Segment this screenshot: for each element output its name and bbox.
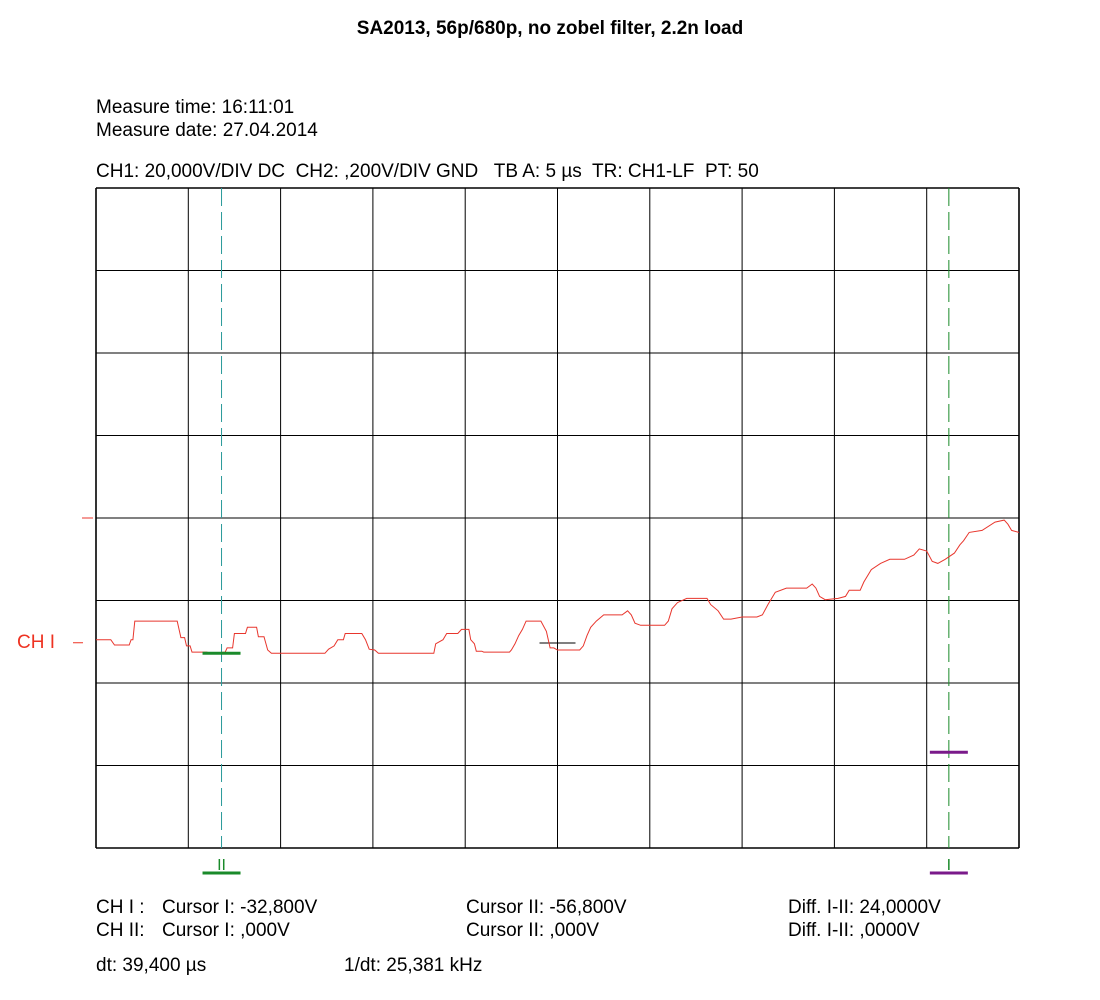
cursor2-mark: I <box>947 857 951 874</box>
scope-settings: CH1: 20,000V/DIV DC CH2: ,200V/DIV GND T… <box>96 161 759 182</box>
measure-date: Measure date: 27.04.2014 <box>96 120 318 141</box>
cursor-lines <box>221 188 950 848</box>
cursor-markers: II I <box>202 651 968 875</box>
readout-ch1-cursor1: Cursor I: -32,800V <box>162 897 318 918</box>
readout-ch2-prefix: CH II: <box>96 920 145 941</box>
measure-time: Measure time: 16:11:01 <box>96 97 295 118</box>
readout-dt: dt: 39,400 µs <box>96 955 207 976</box>
readout-ch2-diff: Diff. I-II: ,0000V <box>788 920 920 941</box>
readout-ch1-prefix: CH I : <box>96 897 145 918</box>
ch1-trace <box>96 519 1020 654</box>
graticule <box>73 187 1020 849</box>
readout-ch1-cursor2: Cursor II: -56,800V <box>466 897 627 918</box>
chart-title: SA2013, 56p/680p, no zobel filter, 2.2n … <box>356 18 744 39</box>
channel-label-ch1: CH I <box>17 631 55 653</box>
readout-ch2-cursor2: Cursor II: ,000V <box>466 920 600 941</box>
trace-layer <box>96 519 1020 654</box>
readout-inv-dt: 1/dt: 25,381 kHz <box>344 955 483 976</box>
readout-ch2-cursor1: Cursor I: ,000V <box>162 920 290 941</box>
readout-ch1-diff: Diff. I-II: 24,0000V <box>788 897 941 918</box>
cursor1-mark: II <box>217 857 226 874</box>
